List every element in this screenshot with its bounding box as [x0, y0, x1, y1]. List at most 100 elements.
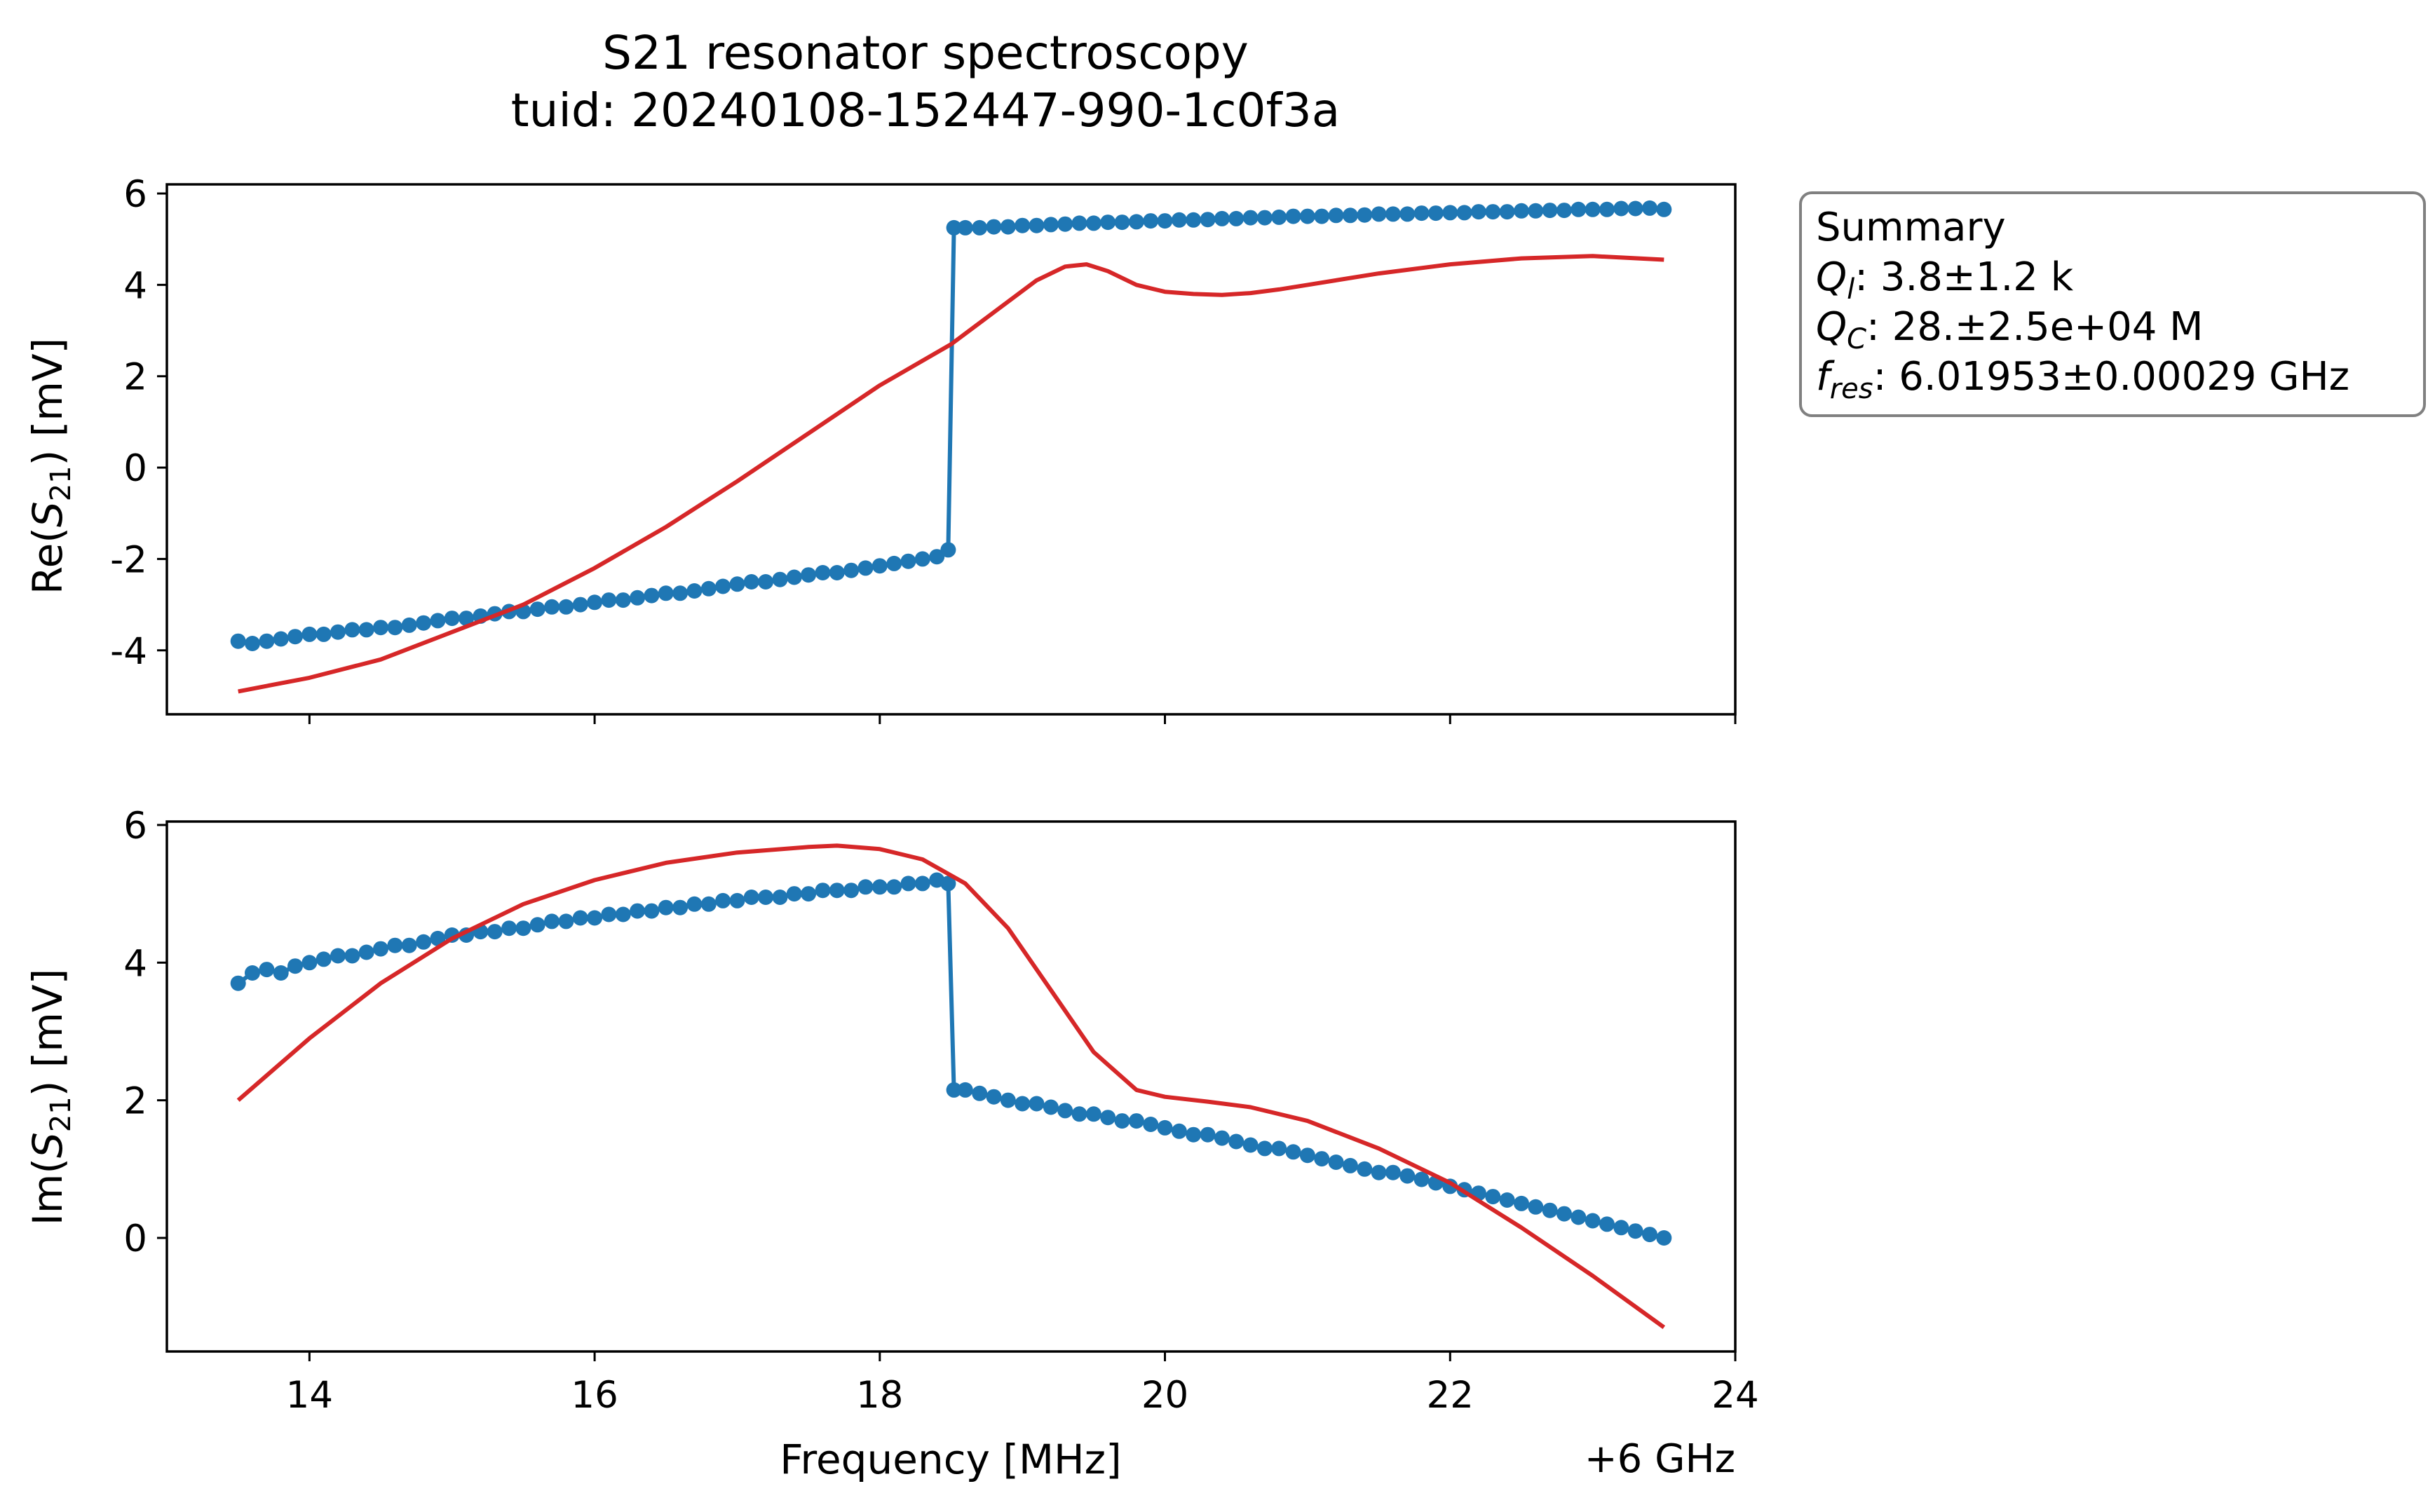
bottom-data-point: [1413, 1171, 1430, 1187]
bottom-data-point: [1627, 1223, 1643, 1239]
top-data-point: [1029, 217, 1045, 233]
top-data-point: [544, 599, 560, 615]
top-data-point: [529, 601, 545, 618]
summary-box-border: [1799, 191, 2426, 417]
top-data-point: [1399, 206, 1416, 222]
top-data-point: [1485, 204, 1501, 220]
bottom-data-point: [1371, 1164, 1387, 1180]
top-data-point: [572, 597, 588, 613]
top-data-point: [1256, 210, 1273, 226]
top-data-point: [1499, 204, 1515, 220]
bottom-data-point: [1585, 1213, 1601, 1229]
bottom-data-point: [1143, 1117, 1159, 1132]
bottom-data-point: [986, 1089, 1002, 1105]
top-y-tick-label: -4: [110, 630, 147, 673]
top-data-point: [587, 594, 603, 611]
bottom-data-point: [587, 910, 603, 926]
top-data-point: [686, 583, 703, 599]
top-data-point: [1470, 204, 1486, 220]
top-data-point: [1385, 206, 1401, 222]
top-data-point: [1214, 210, 1230, 226]
bottom-data-point: [245, 965, 260, 981]
bottom-data-point: [1228, 1133, 1244, 1150]
top-data-point: [630, 590, 646, 606]
top-data-point: [459, 611, 475, 627]
top-data-point: [1114, 214, 1130, 231]
bottom-data-point: [658, 899, 674, 915]
top-plot-area: [230, 200, 1672, 694]
top-data-point: [729, 576, 745, 592]
top-data-point: [401, 617, 417, 633]
top-data-point: [786, 569, 802, 585]
top-x-ticks: [308, 714, 1737, 724]
top-data-point: [1285, 208, 1301, 224]
bottom-data-point: [1015, 1096, 1031, 1112]
summary-row-qc: QC: 28.±2.5e+04 M: [1816, 304, 2203, 355]
top-data-point: [758, 574, 774, 590]
bottom-data-point: [501, 920, 517, 937]
top-y-tick-label: 2: [123, 356, 147, 399]
top-data-point: [829, 565, 845, 580]
top-data-point: [940, 542, 956, 558]
top-data-point: [886, 555, 902, 571]
bottom-data-point: [316, 951, 332, 967]
bottom-axes-frame: [165, 820, 1737, 1353]
top-data-point: [1627, 200, 1643, 217]
bottom-data-point: [1556, 1206, 1572, 1222]
bottom-y-tick-label: 4: [123, 942, 147, 985]
chart-title: S21 resonator spectroscopy: [602, 26, 1249, 80]
x-tick-label: 18: [856, 1374, 903, 1417]
bottom-data-point: [1000, 1092, 1016, 1108]
bottom-plot-area: [230, 843, 1672, 1330]
bottom-data-point: [259, 962, 275, 978]
top-data-point: [1442, 205, 1458, 221]
top-data-point: [1599, 201, 1615, 217]
bottom-y-tick-label: 6: [123, 805, 147, 847]
top-data-point: [230, 633, 246, 649]
bottom-data-point: [1328, 1155, 1344, 1170]
top-data-point: [1357, 207, 1373, 223]
bottom-data-point: [1357, 1161, 1373, 1177]
bottom-data-point: [914, 876, 930, 892]
bottom-data-point: [829, 883, 845, 899]
x-tick-label: 16: [571, 1374, 618, 1417]
bottom-data-point: [1642, 1227, 1657, 1243]
top-data-point: [1242, 210, 1259, 226]
top-data-point: [1371, 206, 1387, 222]
bottom-data-point: [529, 917, 545, 933]
bottom-data-point: [1342, 1157, 1358, 1173]
bottom-data-point: [515, 920, 531, 937]
top-data-point: [1043, 217, 1059, 233]
bottom-data-point: [1271, 1140, 1287, 1157]
top-panel: -4 -2 0 2 4 6 Re(S21) [mV]: [24, 173, 1737, 724]
bottom-data-point: [644, 903, 660, 919]
top-data-point: [245, 636, 260, 651]
top-data-point: [1613, 200, 1629, 217]
bottom-data-point: [273, 965, 289, 981]
top-data-point: [644, 587, 660, 604]
bottom-y-axis-label: Im(S21) [mV]: [24, 969, 77, 1225]
top-data-point: [330, 624, 346, 640]
top-data-point: [373, 620, 388, 636]
bottom-data-point: [1071, 1106, 1087, 1122]
top-data-point: [801, 567, 817, 583]
bottom-data-point: [358, 944, 374, 960]
top-data-point: [1514, 203, 1529, 219]
bottom-data-point: [946, 1082, 962, 1098]
bottom-data-point: [900, 876, 916, 892]
top-data-point: [1071, 215, 1087, 231]
bottom-y-ticks: 0 2 4 6: [123, 805, 167, 1260]
top-data-point: [1328, 207, 1344, 224]
bottom-data-point: [972, 1085, 988, 1101]
bottom-data-point: [230, 975, 246, 991]
top-fit-line: [238, 254, 1664, 694]
top-data-point: [416, 615, 432, 631]
x-tick-label: 24: [1711, 1374, 1758, 1417]
bottom-data-point: [1114, 1113, 1130, 1129]
bottom-data-point: [1542, 1202, 1558, 1218]
top-data-point: [946, 219, 962, 236]
bottom-data-point: [416, 934, 432, 950]
bottom-data-point: [1385, 1164, 1401, 1180]
